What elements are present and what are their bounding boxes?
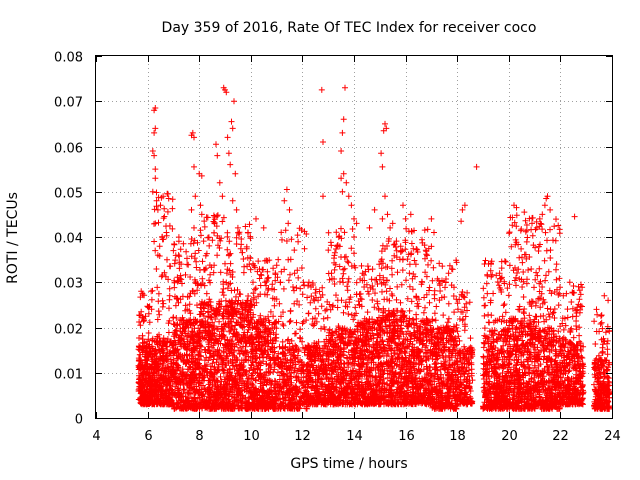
x-tick-label: 8	[195, 429, 203, 444]
x-tick-label: 12	[294, 429, 311, 444]
y-tick-label: 0.08	[54, 51, 83, 66]
y-tick-label: 0.03	[54, 277, 83, 292]
y-tick-label: 0.05	[54, 187, 83, 202]
x-tick-labels: 4 6 8 10 12 14 16 18 20 22 24	[92, 429, 620, 444]
data-point-group	[138, 84, 613, 412]
y-tick-label: 0.06	[54, 142, 83, 157]
x-tick-label: 6	[144, 429, 152, 444]
x-tick-label: 20	[501, 429, 518, 444]
data-point-group	[247, 257, 280, 412]
data-point-group	[273, 225, 330, 412]
x-tick-label: 16	[398, 429, 415, 444]
y-tick-label: 0.02	[54, 323, 83, 338]
x-axis-label: GPS time / hours	[290, 456, 407, 472]
data-points	[135, 84, 613, 412]
x-tick-label: 22	[552, 429, 569, 444]
x-tick-label: 18	[449, 429, 466, 444]
y-tick-label: 0.01	[54, 368, 83, 383]
y-tick-labels: 0 0.01 0.02 0.03 0.04 0.05 0.06 0.07 0.08	[54, 51, 83, 428]
y-tick-label: 0	[75, 413, 83, 428]
y-axis-label: ROTI / TECUs	[5, 192, 21, 284]
y-tick-label: 0.07	[54, 96, 83, 111]
x-tick-label: 14	[346, 429, 363, 444]
plot-frame	[95, 55, 613, 419]
y-tick-label: 0.04	[54, 232, 83, 247]
axis-ticks	[96, 56, 613, 419]
chart-title: Day 359 of 2016, Rate Of TEC Index for r…	[162, 20, 537, 36]
data-point-group	[135, 190, 176, 408]
x-tick-label: 4	[92, 429, 100, 444]
x-tick-label: 10	[243, 429, 260, 444]
x-tick-label: 24	[604, 429, 621, 444]
data-point-group	[222, 221, 280, 412]
data-point-group	[325, 226, 383, 408]
